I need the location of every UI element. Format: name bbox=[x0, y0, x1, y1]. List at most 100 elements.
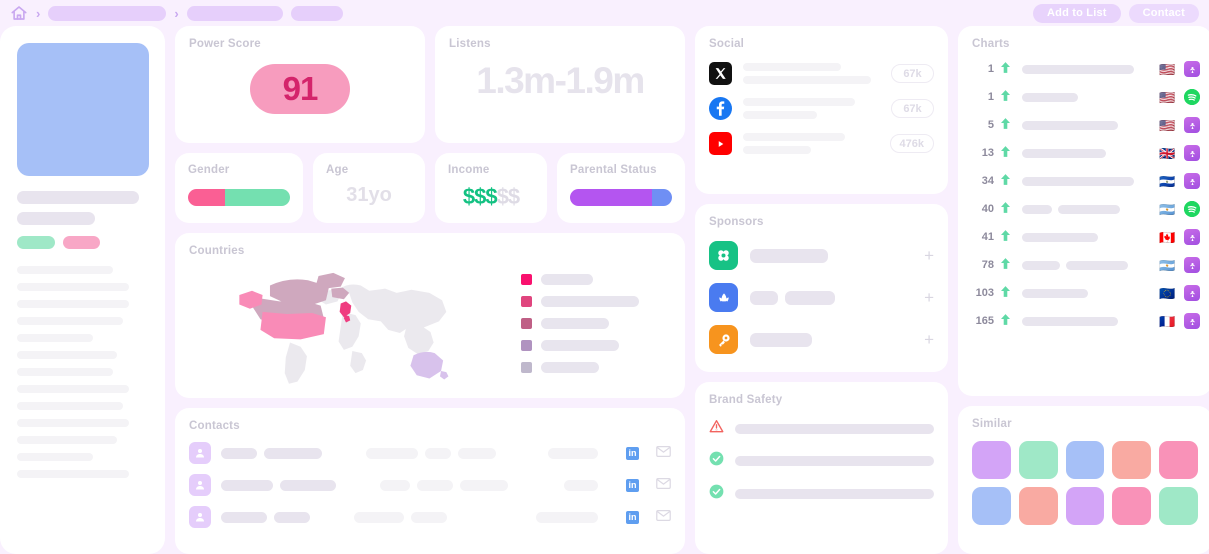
chart-row[interactable]: 40 🇦🇷 bbox=[972, 200, 1200, 218]
apple-podcasts-icon[interactable] bbox=[1184, 229, 1200, 245]
apple-podcasts-icon[interactable] bbox=[1184, 313, 1200, 329]
email-icon[interactable] bbox=[656, 508, 671, 526]
table-row[interactable]: in bbox=[189, 506, 671, 528]
chart-row[interactable]: 1 🇺🇸 bbox=[972, 88, 1200, 106]
chart-row[interactable]: 34 🇸🇻 bbox=[972, 172, 1200, 190]
apple-podcasts-icon[interactable] bbox=[1184, 61, 1200, 77]
linkedin-icon[interactable]: in bbox=[626, 510, 639, 524]
tag-pink[interactable] bbox=[63, 236, 100, 249]
similar-item[interactable] bbox=[1112, 487, 1152, 525]
skeleton-line bbox=[17, 402, 123, 410]
contact-button[interactable]: Contact bbox=[1128, 3, 1199, 23]
email-icon[interactable] bbox=[656, 444, 671, 462]
sponsor-row[interactable]: + bbox=[709, 283, 934, 312]
add-sponsor-button[interactable]: + bbox=[924, 330, 934, 349]
artwork-placeholder[interactable] bbox=[17, 43, 149, 176]
legend-country-placeholder bbox=[541, 361, 599, 373]
social-handle-placeholder bbox=[743, 63, 880, 84]
linkedin-icon[interactable]: in bbox=[626, 478, 639, 492]
skeleton-line bbox=[17, 300, 129, 308]
legend-row bbox=[521, 273, 667, 285]
similar-item[interactable] bbox=[972, 441, 1011, 479]
table-row[interactable]: in bbox=[189, 474, 671, 496]
breadcrumb-item-1[interactable] bbox=[48, 5, 167, 21]
key-icon[interactable] bbox=[709, 325, 738, 354]
brand-safety-row bbox=[709, 484, 934, 504]
similar-item[interactable] bbox=[1159, 441, 1198, 479]
legend-row bbox=[521, 361, 667, 373]
apple-podcasts-icon[interactable] bbox=[1184, 145, 1200, 161]
chart-title-placeholder bbox=[1017, 204, 1151, 214]
breadcrumb-item-2[interactable] bbox=[186, 5, 283, 21]
chart-row[interactable]: 103 🇪🇺 bbox=[972, 284, 1200, 302]
similar-item[interactable] bbox=[1112, 441, 1152, 479]
tag-mint[interactable] bbox=[17, 236, 55, 249]
social-row[interactable]: 67k bbox=[709, 62, 934, 85]
sponsor-row[interactable]: + bbox=[709, 241, 934, 270]
countries-card: Countries bbox=[175, 233, 685, 398]
similar-item[interactable] bbox=[1065, 441, 1105, 479]
income-filled: $$$ bbox=[462, 184, 498, 209]
age-value: 31yo bbox=[346, 184, 392, 206]
spotify-icon[interactable] bbox=[1184, 89, 1200, 105]
chart-row[interactable]: 13 🇬🇧 bbox=[972, 144, 1200, 162]
placeholder-line bbox=[743, 63, 841, 71]
social-handle-placeholder bbox=[743, 98, 880, 119]
table-row[interactable]: in bbox=[189, 442, 671, 464]
legend-country-placeholder bbox=[541, 273, 593, 285]
demographics-row: Gender Age 31yo Income $$$$$ Parental St… bbox=[175, 153, 685, 223]
placeholder-bar bbox=[750, 332, 812, 347]
apple-podcasts-icon[interactable] bbox=[1184, 285, 1200, 301]
social-row[interactable]: 67k bbox=[709, 97, 934, 120]
youtube-icon[interactable] bbox=[709, 132, 732, 155]
chart-title-placeholder bbox=[1017, 92, 1151, 102]
similar-item[interactable] bbox=[1159, 487, 1198, 525]
similar-item[interactable] bbox=[972, 487, 1011, 525]
similar-label: Similar bbox=[972, 418, 1012, 430]
chart-row[interactable]: 78 🇦🇷 bbox=[972, 256, 1200, 274]
arrow-up-icon bbox=[1001, 172, 1010, 190]
add-to-list-button[interactable]: Add to List bbox=[1033, 3, 1121, 23]
home-icon[interactable] bbox=[10, 4, 28, 22]
arrow-up-icon bbox=[1001, 60, 1010, 78]
charts-list: 1 🇺🇸 1 🇺🇸 5 🇺🇸 13 🇬🇧 34 🇸🇻 40 🇦🇷 41 🇨🇦 78 🇦🇷 103 🇪🇺 165 🇫🇷 bbox=[972, 60, 1200, 330]
listens-card: Listens 1.3m-1.9m bbox=[435, 26, 685, 143]
chart-rank: 78 bbox=[981, 259, 994, 271]
similar-item[interactable] bbox=[1018, 487, 1058, 525]
chart-title-placeholder bbox=[1017, 64, 1151, 74]
skeleton-line bbox=[17, 385, 129, 393]
social-card: Social 67k 67k 476k bbox=[695, 26, 948, 194]
similar-item[interactable] bbox=[1065, 487, 1105, 525]
chart-rank: 40 bbox=[981, 203, 994, 215]
add-sponsor-button[interactable]: + bbox=[924, 288, 934, 307]
contact-meta bbox=[366, 447, 496, 459]
apple-podcasts-icon[interactable] bbox=[1184, 117, 1200, 133]
spotify-icon[interactable] bbox=[1184, 201, 1200, 217]
chart-row[interactable]: 5 🇺🇸 bbox=[972, 116, 1200, 134]
x-icon[interactable] bbox=[709, 62, 732, 85]
chart-row[interactable]: 165 🇫🇷 bbox=[972, 312, 1200, 330]
apple-podcasts-icon[interactable] bbox=[1184, 257, 1200, 273]
chart-row[interactable]: 1 🇺🇸 bbox=[972, 60, 1200, 78]
placeholder-bar bbox=[1022, 316, 1118, 326]
chart-row[interactable]: 41 🇨🇦 bbox=[972, 228, 1200, 246]
flower-icon[interactable] bbox=[709, 241, 738, 270]
linkedin-icon[interactable]: in bbox=[626, 446, 639, 460]
facebook-icon[interactable] bbox=[709, 97, 732, 120]
world-map[interactable] bbox=[189, 257, 521, 389]
social-row[interactable]: 476k bbox=[709, 132, 934, 155]
similar-item[interactable] bbox=[1018, 441, 1058, 479]
breadcrumb-item-3[interactable] bbox=[290, 5, 343, 21]
sponsor-row[interactable]: + bbox=[709, 325, 934, 354]
lotus-icon[interactable] bbox=[709, 283, 738, 312]
country-flag-icon: 🇺🇸 bbox=[1159, 89, 1176, 105]
apple-podcasts-icon[interactable] bbox=[1184, 173, 1200, 189]
add-sponsor-button[interactable]: + bbox=[924, 246, 934, 265]
name-placeholder bbox=[274, 511, 310, 523]
contact-name bbox=[221, 479, 336, 491]
chart-title-placeholder bbox=[1017, 176, 1151, 186]
email-icon[interactable] bbox=[656, 476, 671, 494]
legend-swatch bbox=[521, 361, 532, 373]
chart-rank: 1 bbox=[987, 63, 994, 75]
legend-row bbox=[521, 317, 667, 329]
